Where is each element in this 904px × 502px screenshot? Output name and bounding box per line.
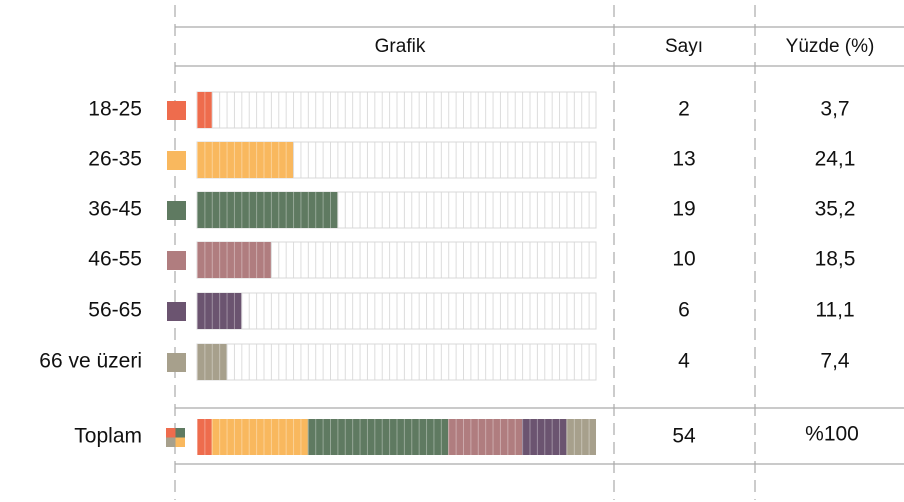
bar-stripes: [566, 419, 596, 455]
total-percent: %100: [805, 423, 859, 446]
table-lines: [174, 5, 904, 500]
column-header: Grafik: [375, 36, 426, 57]
bar-stripes: [197, 344, 227, 380]
legend-swatch: [167, 251, 186, 270]
column-header: Sayı: [665, 36, 703, 57]
bar-stripes: [197, 293, 242, 329]
category-label: 26-35: [88, 148, 142, 171]
bar-stripes: [307, 419, 449, 455]
count-value: 6: [678, 299, 690, 322]
legend-swatch: [167, 201, 186, 220]
legend-swatch: [167, 353, 186, 372]
category-label: 56-65: [88, 299, 142, 322]
category-label: 46-55: [88, 248, 142, 271]
legend-swatch: [167, 151, 186, 170]
bar-stripes: [522, 419, 567, 455]
total-label: Toplam: [74, 425, 142, 448]
total-swatch: [175, 437, 185, 447]
bar-track: [196, 292, 597, 330]
bar-stripes: [448, 419, 523, 455]
count-value: 2: [678, 98, 690, 121]
count-value: 4: [678, 350, 690, 373]
total-swatch: [175, 428, 185, 438]
bar-stripes: [197, 142, 294, 178]
bar-stripes: [197, 242, 271, 278]
bar-stripes: [197, 92, 212, 128]
bar-stripes: [211, 419, 308, 455]
percent-value: 3,7: [820, 98, 849, 121]
percent-value: 7,4: [820, 350, 850, 373]
percent-value: 35,2: [815, 198, 856, 221]
count-value: 13: [672, 148, 695, 171]
total-swatch: [166, 437, 176, 447]
count-value: 19: [672, 198, 695, 221]
column-header: Yüzde (%): [786, 36, 875, 57]
legend-swatch: [167, 302, 186, 321]
percent-value: 24,1: [815, 148, 856, 171]
total-count: 54: [672, 425, 696, 448]
count-value: 10: [672, 248, 695, 271]
bar-stripes: [197, 419, 212, 455]
category-label: 66 ve üzeri: [39, 350, 142, 373]
bar-stripes: [197, 192, 338, 228]
total-swatch: [166, 428, 176, 438]
bar-track: [196, 343, 597, 381]
category-label: 18-25: [88, 98, 142, 121]
category-label: 36-45: [88, 198, 142, 221]
percent-value: 11,1: [815, 299, 854, 322]
percent-value: 18,5: [815, 248, 856, 271]
bar-track: [196, 91, 597, 129]
legend-swatch: [167, 101, 186, 120]
